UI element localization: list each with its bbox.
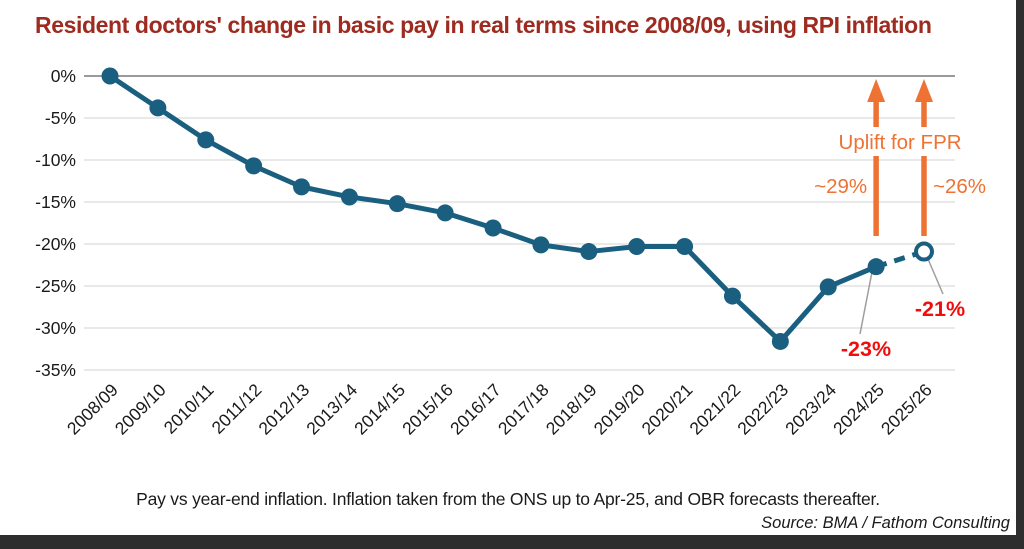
pay-chart: 0% -5% -10% -15% -20% -25% -30% -35%2008/092009… [35,66,986,439]
x-axis-label: 2024/25 [829,380,888,439]
data-point-marker [388,195,406,213]
point-value-label: -23% [841,337,891,361]
x-axis-label: 2020/21 [638,380,697,439]
uplift-label: Uplift for FPR [839,131,962,154]
y-axis-label: -35% [35,360,76,380]
y-axis-label: -25% [35,276,76,296]
forecast-open-marker [914,241,934,262]
x-axis-label: 2017/18 [494,380,553,439]
y-axis-label: -5% [45,108,76,128]
pay-line [107,73,879,344]
data-point-marker [436,204,454,222]
y-axis-label: -30% [35,318,76,338]
fpr-arrow-head [867,79,886,102]
data-point-marker [101,67,119,85]
data-point-marker [867,258,885,276]
point-value-label: -21% [915,297,965,321]
data-point-marker [819,278,837,296]
x-axis-label: 2010/11 [160,380,218,438]
x-axis-label: 2022/23 [733,380,792,439]
x-axis-label: 2008/09 [63,380,122,439]
fpr-arrow-head [915,79,933,102]
window-edge-bottom [0,535,1024,549]
x-axis-label: 2021/22 [685,380,744,439]
data-point-marker [771,332,789,350]
chart-title: Resident doctors' change in basic pay in… [35,12,932,38]
x-axis-label: 2013/14 [302,380,361,439]
data-point-marker [149,99,167,117]
x-axis-label: 2012/13 [254,380,313,439]
x-axis-label: 2019/20 [590,380,649,439]
data-point-marker [676,238,694,256]
data-point-marker [723,287,741,305]
y-axis-label: -20% [35,234,76,254]
data-point-marker [293,178,311,196]
data-point-marker [580,243,598,261]
source-credit: Source: BMA / Fathom Consulting [761,514,1010,532]
uplift-label-bg [837,127,964,156]
data-point-marker [340,188,358,206]
data-point-marker [197,131,215,149]
x-axis-label: 2025/26 [877,380,936,439]
data-point-marker [532,236,550,254]
window-edge-right [1016,0,1024,549]
x-axis-label: 2016/17 [446,380,505,439]
y-axis-label: -10% [35,150,76,170]
data-point-marker [628,238,646,256]
x-axis-label: 2018/19 [542,380,601,439]
x-axis-label: 2009/10 [111,380,170,439]
x-axis-label: 2014/15 [350,380,409,439]
leader-line [859,271,873,335]
data-point-marker [484,219,502,237]
y-axis-label: -15% [35,192,76,212]
data-point-marker [245,157,263,175]
leader-line [927,258,944,295]
y-axis-label: 0% [51,66,76,86]
x-axis-label: 2015/16 [398,380,457,439]
x-axis-label: 2023/24 [781,380,840,439]
arrow-value-label: ~29% [814,175,867,198]
arrow-value-label: ~26% [933,175,986,198]
x-axis-label: 2011/12 [208,380,266,438]
chart-subtitle: Pay vs year-end inflation. Inflation tak… [136,489,880,509]
